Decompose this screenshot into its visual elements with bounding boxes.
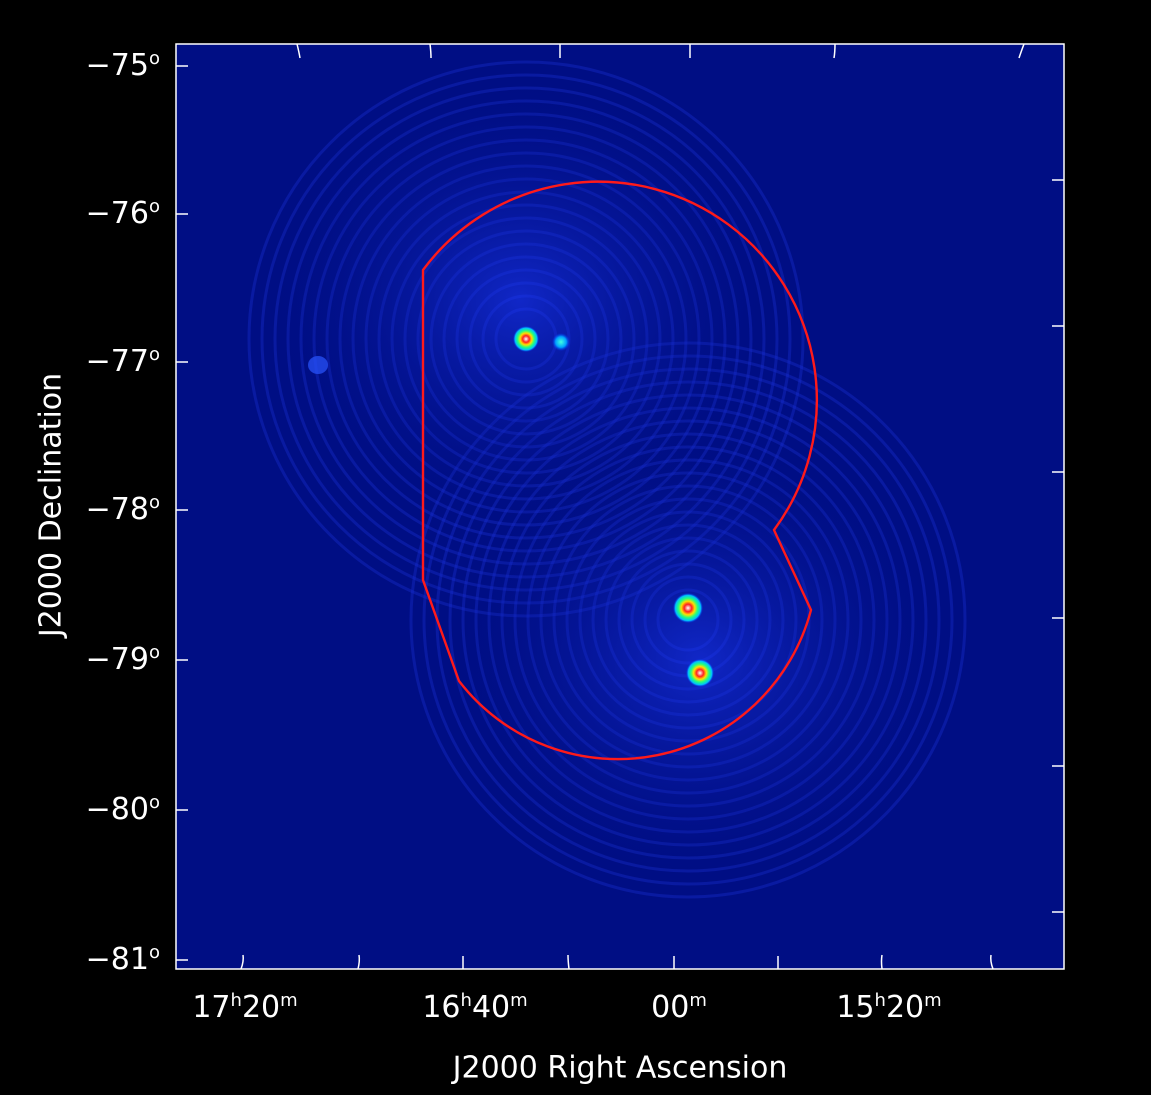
y-tick-label: −75o [85,48,160,83]
diffuse-emission-north [260,70,780,530]
x-tick-label: 15h20m [836,990,942,1025]
x-axis-title: J2000 Right Ascension [452,1050,788,1086]
y-tick-label: −77o [85,344,160,379]
y-tick-label: −81o [85,942,160,977]
y-tick-label: −80o [85,792,160,827]
axis-ticks [176,43,1064,970]
y-tick-label: −79o [85,642,160,677]
source-north-bright [513,326,539,352]
faint-source-west [308,356,328,374]
y-tick-label: −78o [85,492,160,527]
source-south-lower [686,659,714,687]
plot-frame [175,43,1065,970]
x-tick-label: 16h40m [422,990,528,1025]
region-outline [421,180,819,761]
source-north-faint [552,333,570,351]
y-axis-title: J2000 Declination [33,372,69,638]
x-tick-label: 00m [651,990,707,1025]
x-tick-label: 17h20m [192,990,298,1025]
y-tick-label: −76o [85,196,160,231]
source-south-upper [673,593,703,623]
